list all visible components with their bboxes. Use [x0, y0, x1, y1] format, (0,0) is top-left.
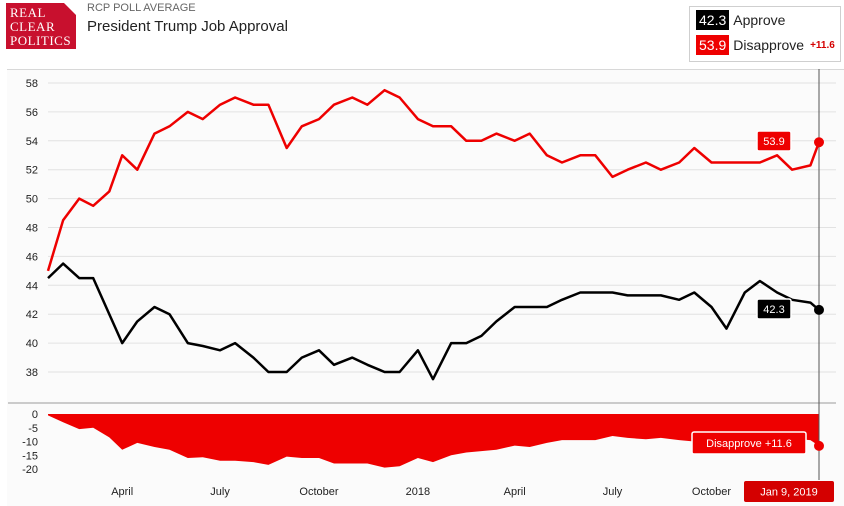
- logo-line-2: CLEAR: [10, 19, 56, 34]
- y-axis-ticks: 38 40 42 44 46 48 50 52 54 56 58: [26, 78, 38, 379]
- logo-line-1: REAL: [10, 5, 46, 20]
- y-tick-label: 38: [26, 367, 38, 379]
- x-tick-label: July: [603, 486, 623, 498]
- disapprove-flag-text: 53.9: [763, 136, 784, 148]
- y-tick-label: 40: [26, 338, 38, 350]
- spread-tick-label: -5: [28, 423, 38, 435]
- chart-kicker: RCP POLL AVERAGE: [87, 2, 196, 14]
- chart-title: President Trump Job Approval: [87, 18, 288, 35]
- date-flag-box: [744, 481, 834, 502]
- legend: 42.3 Approve 53.9 Disapprove +11.6: [689, 6, 841, 62]
- disapprove-value-badge: 53.9: [696, 35, 730, 55]
- x-axis-ticks: April July October 2018 April July October: [111, 486, 731, 498]
- x-tick-label: 2018: [406, 486, 430, 498]
- rcp-logo[interactable]: REAL CLEAR POLITICS: [6, 3, 76, 49]
- spread-area-fill: [48, 414, 819, 468]
- approve-label: Approve: [733, 12, 786, 28]
- spread-value: +11.6: [810, 39, 835, 51]
- y-tick-label: 52: [26, 165, 38, 177]
- approve-line: [47, 262, 820, 381]
- spread-flag-box: [691, 431, 807, 455]
- x-tick-label: October: [692, 486, 731, 498]
- spread-tick-label: -10: [22, 437, 38, 449]
- disapprove-line: [46, 88, 821, 272]
- logo-line-3: POLITICS: [10, 33, 72, 48]
- date-flag-text: Jan 9, 2019: [760, 487, 818, 499]
- disapprove-label: Disapprove: [733, 37, 805, 53]
- logo-corner-fold: [64, 3, 76, 15]
- x-tick-label: April: [111, 486, 133, 498]
- spread-endpoint: [814, 440, 824, 451]
- y-tick-label: 58: [26, 78, 38, 90]
- y-tick-label: 50: [26, 194, 38, 206]
- y-tick-label: 48: [26, 223, 38, 235]
- spread-tick-label: -15: [22, 450, 38, 462]
- approve-value-badge: 42.3: [696, 10, 730, 30]
- x-tick-label: October: [299, 486, 338, 498]
- disapprove-flag-box: [756, 130, 792, 152]
- x-tick-label: April: [504, 486, 526, 498]
- spread-area: [48, 414, 819, 468]
- gridlines: [8, 82, 836, 404]
- spread-y-axis-ticks: 0 -5 -10-15 -20: [22, 409, 38, 476]
- approve-flag-text: 42.3: [763, 304, 784, 316]
- disapprove-endpoint: [814, 137, 824, 148]
- x-tick-label: July: [210, 486, 230, 498]
- y-tick-label: 56: [26, 107, 38, 119]
- value-flags: 53.9 42.3 Disapprove +11.6 Jan 9, 2019: [691, 130, 834, 502]
- legend-approve[interactable]: 42.3 Approve: [696, 10, 785, 30]
- y-tick-label: 54: [26, 136, 38, 148]
- y-tick-label: 44: [26, 280, 38, 292]
- y-tick-label: 46: [26, 251, 38, 263]
- spread-tick-label: -20: [22, 464, 38, 476]
- legend-disapprove[interactable]: 53.9 Disapprove +11.6: [696, 35, 835, 55]
- approve-endpoint: [814, 304, 824, 315]
- series-lines: [46, 88, 821, 381]
- approve-flag-box: [756, 298, 792, 320]
- header: REAL CLEAR POLITICS RCP POLL AVERAGE Pre…: [0, 0, 844, 68]
- y-tick-label: 42: [26, 309, 38, 321]
- spread-flag-text: Disapprove +11.6: [706, 438, 792, 450]
- spread-tick-label: 0: [32, 409, 38, 421]
